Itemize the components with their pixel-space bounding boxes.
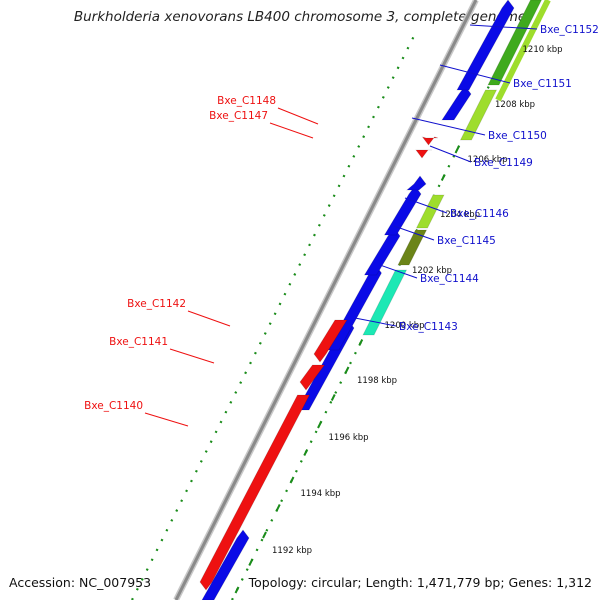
cog-category-band	[362, 269, 408, 336]
kbp-position-label: 1198 kbp	[357, 376, 397, 386]
reverse-gene-leader-line	[187, 310, 231, 327]
ruler-tick	[344, 366, 350, 374]
cog-category-band	[495, 0, 551, 102]
reverse-cds-arrow	[415, 149, 432, 159]
ruler-tick	[317, 421, 322, 429]
forward-cds-arrow	[456, 0, 515, 91]
forward-gene-label: Bxe_C1143	[399, 321, 458, 333]
reverse-cds-arrow	[421, 136, 439, 146]
reverse-cds-arrow	[199, 394, 311, 591]
kbp-position-label: 1196 kbp	[329, 433, 369, 443]
map-title: Burkholderia xenovorans LB400 chromosome…	[73, 9, 527, 25]
forward-gene-leader-line	[439, 64, 511, 84]
forward-gene-label: Bxe_C1146	[450, 208, 509, 220]
reverse-cds-arrow	[313, 319, 348, 363]
kbp-position-label: 1194 kbp	[301, 489, 341, 499]
forward-cds-arrow	[383, 185, 422, 236]
forward-gene-leader-line	[429, 145, 472, 163]
kbp-position-label: 1210 kbp	[523, 45, 563, 55]
reverse-gene-label: Bxe_C1147	[209, 110, 268, 122]
forward-gene-label: Bxe_C1149	[474, 157, 533, 169]
forward-gene-label: Bxe_C1152	[540, 24, 599, 36]
backbone-line	[174, 0, 478, 600]
ruler-tick	[440, 174, 446, 181]
reverse-gene-label: Bxe_C1148	[217, 95, 276, 107]
accession-text: Accession: NC_007953	[9, 575, 152, 590]
cog-category-band	[397, 229, 428, 266]
reverse-gene-leader-line	[269, 122, 314, 139]
ruler-tick	[303, 449, 309, 456]
ruler-tick	[330, 394, 336, 401]
reverse-gene-label: Bxe_C1141	[109, 336, 168, 348]
ruler-tick	[262, 531, 267, 539]
ruler-tick	[234, 586, 240, 594]
kbp-position-label: 1200 kbp	[385, 321, 425, 331]
reverse-cds-arrow	[299, 364, 326, 391]
forward-cds-arrow	[405, 175, 427, 191]
forward-cds-arrow	[201, 529, 250, 600]
forward-gene-leader-line	[469, 24, 538, 30]
kbp-position-label: 1204 kbp	[440, 210, 480, 220]
kbp-position-label: 1202 kbp	[412, 266, 452, 276]
cog-category-band	[487, 0, 542, 86]
ruler-tick	[358, 339, 364, 346]
kbp-position-label: 1208 kbp	[495, 100, 535, 110]
forward-gene-leader-line	[411, 117, 486, 136]
ruler-tick	[248, 559, 254, 566]
forward-gene-leader-line	[393, 225, 435, 241]
forward-gene-leader-line	[404, 197, 448, 214]
reverse-gene-leader-line	[169, 348, 215, 364]
reverse-gene-leader-line	[277, 107, 319, 125]
forward-gene-label: Bxe_C1144	[420, 273, 479, 285]
forward-gene-label: Bxe_C1151	[513, 78, 572, 90]
ruler-tick	[454, 146, 460, 154]
ruler-tick	[289, 476, 295, 484]
forward-gene-label: Bxe_C1145	[437, 235, 496, 247]
reverse-gene-leader-line	[144, 412, 189, 427]
ruler-tick	[275, 504, 281, 511]
kbp-position-label: 1206 kbp	[468, 155, 508, 165]
cog-category-band	[459, 89, 498, 141]
reverse-gene-label: Bxe_C1142	[127, 298, 186, 310]
forward-cds-arrow	[441, 85, 472, 121]
topology-text: Topology: circular; Length: 1,471,779 bp…	[248, 575, 592, 590]
forward-gene-leader-line	[379, 264, 418, 279]
forward-gene-label: Bxe_C1150	[488, 130, 547, 142]
forward-gene-leader-line	[354, 317, 397, 327]
kbp-position-label: 1192 kbp	[272, 546, 312, 556]
reverse-gene-label: Bxe_C1140	[84, 400, 143, 412]
